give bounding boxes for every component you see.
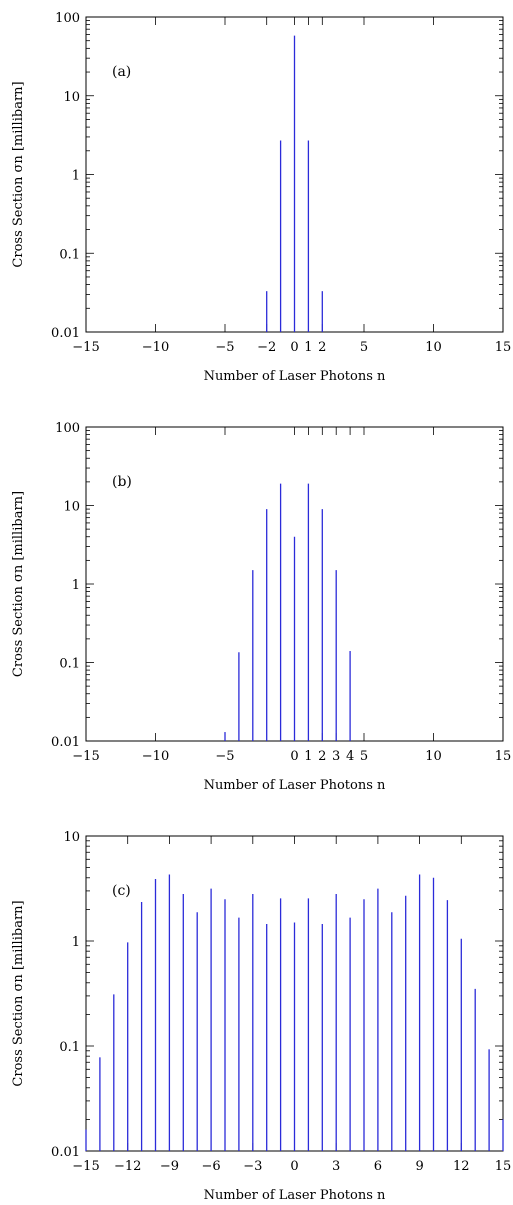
y-tick-label: 0.01 bbox=[51, 735, 80, 750]
x-tick-label: 1 bbox=[304, 749, 312, 764]
x-tick-label: 6 bbox=[374, 1159, 382, 1174]
x-tick-label: 4 bbox=[346, 749, 354, 764]
x-tick-label: −15 bbox=[72, 1159, 99, 1174]
y-tick-label: 0.1 bbox=[59, 657, 80, 672]
x-axis-label: Number of Laser Photons n bbox=[204, 1188, 386, 1203]
x-tick-label: 12 bbox=[453, 1159, 470, 1174]
y-tick-label: 0.01 bbox=[51, 1145, 80, 1160]
x-tick-label: 0 bbox=[290, 749, 298, 764]
chart-panel-1: −15 −10 −5 −2 0 1 2 5 10 150.010.1110100(a)Number… bbox=[11, 11, 511, 384]
x-tick-label: 0 bbox=[290, 1159, 298, 1174]
x-tick-label: 5 bbox=[360, 749, 368, 764]
x-tick-label: −10 bbox=[142, 340, 169, 355]
y-tick-label: 10 bbox=[63, 830, 80, 845]
y-tick-label: 10 bbox=[63, 90, 80, 105]
y-tick-label: 0.1 bbox=[59, 1040, 80, 1055]
x-tick-label: 10 bbox=[425, 340, 442, 355]
chart-panel-3: −15 −12 −9 −6 −3 0 3 6 9 12 15 0.01 0.1 1 10 (c) Number … bbox=[11, 830, 511, 1203]
x-tick-label: 3 bbox=[332, 1159, 340, 1174]
x-tick-label: −2 bbox=[257, 340, 276, 355]
y-tick-label: 100 bbox=[55, 421, 80, 436]
chart-panel-2: −15 −10 −5 0 1 2 3 4 5 10 150.010.1110100(b)Number… bbox=[11, 421, 511, 793]
y-tick-label: 100 bbox=[55, 11, 80, 26]
x-axis-label: Number of Laser Photons n bbox=[204, 369, 386, 384]
panel-label: (c) bbox=[112, 883, 131, 899]
x-tick-label: 2 bbox=[318, 749, 326, 764]
y-tick-label: 1 bbox=[72, 169, 80, 184]
y-tick-label: 10 bbox=[63, 500, 80, 515]
x-axis-label: Number of Laser Photons n bbox=[204, 778, 386, 793]
x-tick-label: −15 bbox=[72, 749, 99, 764]
x-tick-label: −5 bbox=[215, 340, 234, 355]
panel-label: (a) bbox=[112, 64, 131, 80]
y-axis-label: Cross Section σn [millibarn] bbox=[11, 491, 26, 677]
x-tick-label: −9 bbox=[160, 1159, 179, 1174]
x-tick-label: −6 bbox=[202, 1159, 221, 1174]
x-tick-label: 3 bbox=[332, 749, 340, 764]
y-tick-label: 0.1 bbox=[59, 247, 80, 262]
x-tick-label: 2 bbox=[318, 340, 326, 355]
panel-label: (b) bbox=[112, 474, 132, 490]
x-tick-label: 15 bbox=[495, 340, 512, 355]
y-tick-label: 1 bbox=[72, 578, 80, 593]
y-tick-label: 0.01 bbox=[51, 326, 80, 341]
x-tick-label: 9 bbox=[415, 1159, 423, 1174]
x-tick-label: −5 bbox=[215, 749, 234, 764]
x-tick-label: 10 bbox=[425, 749, 442, 764]
x-tick-label: 15 bbox=[495, 1159, 512, 1174]
x-tick-label: −15 bbox=[72, 340, 99, 355]
y-tick-label: 1 bbox=[72, 935, 80, 950]
x-tick-label: 1 bbox=[304, 340, 312, 355]
x-tick-label: 5 bbox=[360, 340, 368, 355]
x-tick-label: −10 bbox=[142, 749, 169, 764]
y-axis-label: Cross Section σn [millibarn] bbox=[11, 900, 26, 1086]
y-axis-label: Cross Section σn [millibarn] bbox=[11, 81, 26, 267]
x-tick-label: −3 bbox=[243, 1159, 262, 1174]
x-tick-label: −12 bbox=[114, 1159, 141, 1174]
x-tick-label: 15 bbox=[495, 749, 512, 764]
x-tick-label: 0 bbox=[290, 340, 298, 355]
